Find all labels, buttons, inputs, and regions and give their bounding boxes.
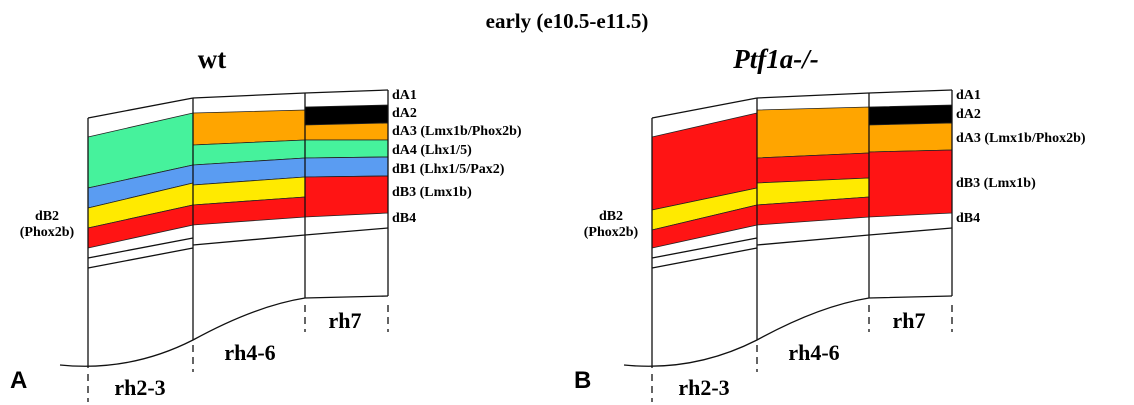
layer-band bbox=[869, 105, 952, 125]
outline bbox=[88, 98, 193, 118]
layer-band bbox=[193, 110, 305, 145]
outline bbox=[757, 93, 869, 98]
figure: early (e10.5-e11.5) wt AdA1 dA2 dA3 (Lmx1b/… bbox=[0, 0, 1134, 405]
layer-label: dB3 (Lmx1b) bbox=[956, 176, 1036, 191]
panel-title: Ptf1a-/- bbox=[732, 44, 818, 74]
outline bbox=[869, 90, 952, 93]
layer-band bbox=[305, 105, 388, 125]
layer-band bbox=[305, 157, 388, 177]
layer-label: dA4 (Lhx1/5) bbox=[392, 143, 472, 158]
outline bbox=[652, 98, 757, 118]
outline bbox=[869, 228, 952, 235]
outline bbox=[305, 90, 388, 93]
outline bbox=[305, 228, 388, 235]
figure-title: early (e10.5-e11.5) bbox=[486, 9, 649, 33]
left-label: (Phox2b) bbox=[584, 225, 639, 240]
layer-label: dA1 bbox=[392, 88, 417, 103]
region-label: rh2-3 bbox=[678, 375, 729, 400]
layer-label: dA2 bbox=[392, 106, 417, 121]
region-label: rh4-6 bbox=[224, 340, 275, 365]
panel-title: wt bbox=[198, 44, 227, 74]
region-label: rh2-3 bbox=[114, 375, 165, 400]
layer-band bbox=[869, 150, 952, 217]
layer-band bbox=[869, 123, 952, 152]
outline bbox=[757, 235, 869, 245]
layer-label: dB1 (Lhx1/5/Pax2) bbox=[392, 162, 505, 177]
layer-label: dA2 bbox=[956, 107, 981, 122]
layer-label: dB4 bbox=[392, 211, 416, 226]
outline bbox=[193, 93, 305, 98]
left-label: dB2 bbox=[35, 209, 59, 224]
panel-letter: A bbox=[10, 367, 27, 394]
region-label: rh7 bbox=[893, 308, 926, 333]
layer-label: dA3 (Lmx1b/Phox2b) bbox=[392, 124, 522, 139]
layer-label: dB4 bbox=[956, 211, 980, 226]
layer-band bbox=[305, 140, 388, 158]
layer-band bbox=[305, 123, 388, 140]
region-label: rh7 bbox=[329, 308, 362, 333]
outline bbox=[193, 235, 305, 245]
left-label: dB2 bbox=[599, 209, 623, 224]
outline bbox=[88, 248, 193, 268]
layer-band bbox=[757, 107, 869, 158]
layer-label: dB3 (Lmx1b) bbox=[392, 185, 472, 200]
panel-letter: B bbox=[574, 367, 591, 394]
layer-label: dA3 (Lmx1b/Phox2b) bbox=[956, 131, 1086, 146]
layer-band bbox=[305, 176, 388, 217]
left-label: (Phox2b) bbox=[20, 225, 75, 240]
layer-label: dA1 bbox=[956, 88, 981, 103]
outline bbox=[652, 248, 757, 268]
region-label: rh4-6 bbox=[788, 340, 839, 365]
